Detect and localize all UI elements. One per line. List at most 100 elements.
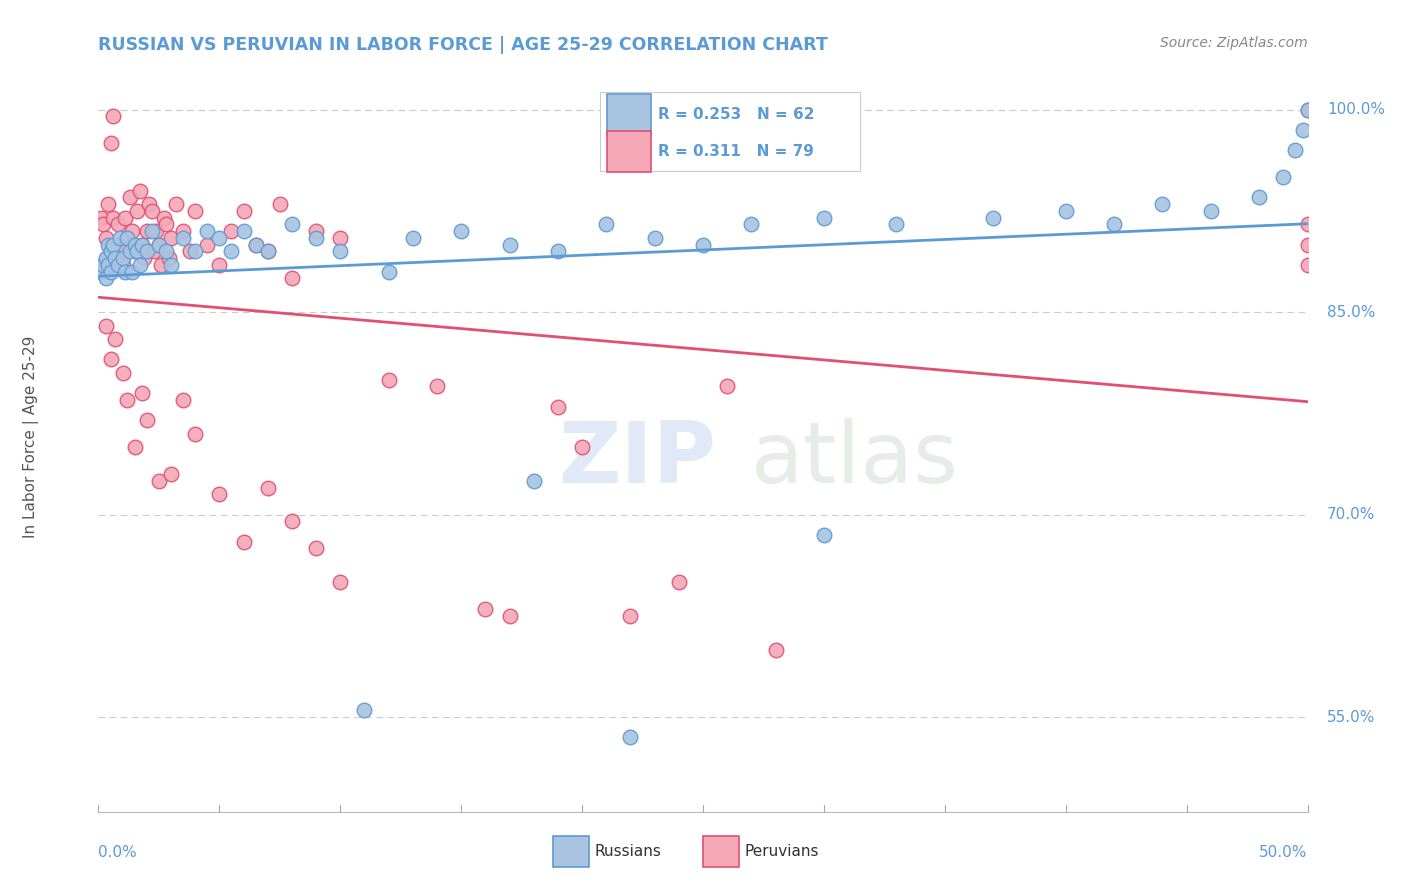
Text: Source: ZipAtlas.com: Source: ZipAtlas.com [1160, 36, 1308, 50]
Text: ZIP: ZIP [558, 418, 716, 501]
Point [152, 211, 174, 225]
Point [329, 231, 352, 245]
Point [981, 211, 1004, 225]
Point [402, 231, 425, 245]
Point [716, 379, 738, 393]
Point [281, 271, 304, 285]
Point [124, 440, 146, 454]
Point [101, 211, 124, 225]
Point [498, 609, 520, 624]
FancyBboxPatch shape [703, 836, 740, 867]
Point [135, 224, 157, 238]
Text: 70.0%: 70.0% [1327, 508, 1375, 522]
Text: Peruvians: Peruvians [744, 844, 818, 859]
Text: 55.0%: 55.0% [1327, 710, 1375, 724]
Point [668, 575, 690, 590]
Point [117, 231, 139, 245]
Point [127, 203, 149, 218]
Point [813, 211, 835, 225]
Point [90, 211, 112, 225]
Point [172, 231, 194, 245]
Point [141, 203, 163, 218]
Point [97, 197, 120, 211]
Point [232, 224, 254, 238]
Point [100, 352, 122, 367]
Point [97, 237, 120, 252]
Text: 50.0%: 50.0% [1260, 846, 1308, 861]
FancyBboxPatch shape [600, 93, 860, 171]
Point [184, 203, 207, 218]
Point [124, 237, 146, 252]
Point [145, 224, 167, 238]
Point [91, 218, 114, 232]
Point [138, 197, 160, 211]
Point [644, 231, 666, 245]
Point [740, 218, 762, 232]
Point [571, 440, 593, 454]
Point [1296, 237, 1319, 252]
Point [104, 244, 127, 259]
Point [94, 318, 117, 333]
Point [281, 515, 304, 529]
Point [157, 251, 180, 265]
Point [547, 400, 569, 414]
FancyBboxPatch shape [553, 836, 589, 867]
Point [104, 251, 127, 265]
Point [426, 379, 449, 393]
Point [195, 224, 218, 238]
Point [208, 487, 231, 501]
Point [128, 258, 150, 272]
Point [232, 203, 254, 218]
Point [692, 237, 714, 252]
Point [107, 218, 129, 232]
Point [1054, 203, 1077, 218]
Point [1296, 103, 1319, 117]
Point [148, 237, 170, 252]
Point [1296, 258, 1319, 272]
Point [179, 244, 201, 259]
Point [111, 251, 134, 265]
Point [353, 703, 375, 717]
Point [160, 467, 183, 482]
Point [1102, 218, 1125, 232]
Point [498, 237, 520, 252]
Point [100, 265, 122, 279]
Point [150, 258, 173, 272]
Point [305, 224, 328, 238]
Point [474, 602, 496, 616]
Point [100, 136, 122, 151]
Point [195, 237, 218, 252]
Point [94, 231, 117, 245]
Point [114, 265, 136, 279]
Point [104, 332, 127, 346]
Text: R = 0.253   N = 62: R = 0.253 N = 62 [658, 107, 814, 122]
FancyBboxPatch shape [607, 95, 651, 135]
Point [94, 271, 117, 285]
Point [1249, 190, 1271, 204]
Point [1199, 203, 1222, 218]
Text: atlas: atlas [751, 418, 959, 501]
Point [155, 244, 177, 259]
Point [245, 237, 267, 252]
Point [245, 237, 267, 252]
Point [117, 392, 139, 407]
Text: RUSSIAN VS PERUVIAN IN LABOR FORCE | AGE 25-29 CORRELATION CHART: RUSSIAN VS PERUVIAN IN LABOR FORCE | AGE… [98, 36, 828, 54]
Point [256, 244, 278, 259]
Point [100, 244, 122, 259]
Point [135, 244, 157, 259]
Point [1152, 197, 1174, 211]
Text: 100.0%: 100.0% [1327, 103, 1385, 117]
Point [595, 218, 617, 232]
Point [1296, 218, 1319, 232]
Point [94, 251, 117, 265]
Point [97, 251, 120, 265]
Point [547, 244, 569, 259]
Point [329, 575, 352, 590]
Point [148, 237, 170, 252]
FancyBboxPatch shape [607, 131, 651, 171]
Point [184, 244, 207, 259]
Point [131, 386, 153, 401]
Point [619, 731, 641, 745]
Point [305, 231, 328, 245]
Point [221, 244, 243, 259]
